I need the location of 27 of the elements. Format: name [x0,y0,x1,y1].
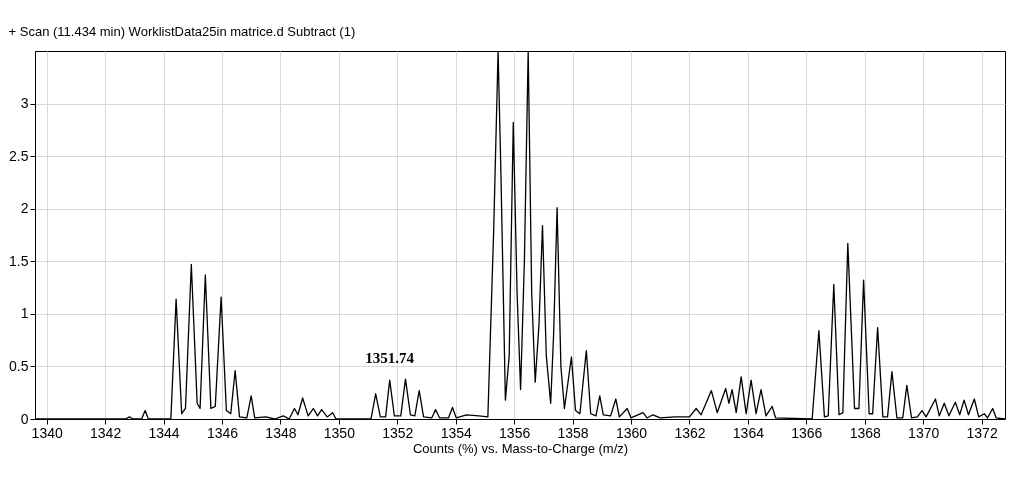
chart-title: + Scan (11.434 min) WorklistData25in matrice.d Subtract (1) [8,24,356,39]
y-tick-label: 3 [20,95,29,112]
x-axis-title: Counts (%) vs. Mass-to-Charge (m/z) [412,440,629,456]
x-tick-label: 1364 [732,424,765,441]
y-tick-label: 0 [20,410,29,427]
y-tick-label: 2 [20,200,29,217]
x-tick-label: 1342 [90,424,122,441]
y-tick-label: 1 [20,305,29,322]
x-tick-label: 1372 [966,424,998,441]
y-tick-label: 2.5 [9,147,29,164]
x-tick-label: 1340 [31,424,63,441]
y-tick-label: 0.5 [9,357,29,374]
x-tick-label: 1368 [849,424,882,441]
x-tick-label: 1348 [265,424,297,441]
x-tick-label: 1366 [791,424,823,441]
annotation: 1351.74 [365,350,415,367]
x-tick-label: 1354 [440,424,472,441]
x-tick-label: 1356 [499,424,531,441]
x-tick-label: 1360 [615,424,648,441]
x-tick-label: 1350 [323,424,356,441]
x-tick-label: 1344 [148,424,180,441]
x-tick-label: 1358 [557,424,589,441]
x-tick-label: 1346 [206,424,239,441]
y-tick-label: 1.5 [9,252,29,269]
x-tick-label: 1370 [908,424,940,441]
x-tick-label: 1362 [674,424,706,441]
x-tick-label: 1352 [382,424,414,441]
